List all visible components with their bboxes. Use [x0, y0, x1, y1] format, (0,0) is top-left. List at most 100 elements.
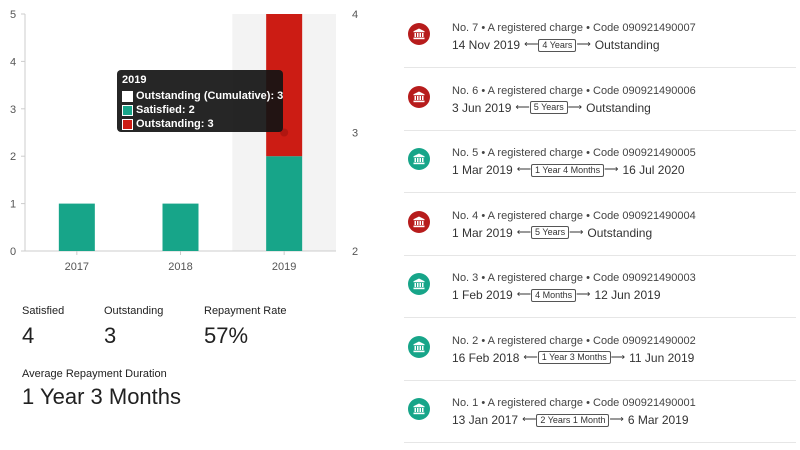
charge-title: No. 1 • A registered charge • Code 09092… [452, 397, 696, 409]
row-divider [404, 129, 796, 131]
bank-icon [408, 398, 430, 420]
charge-duration-badge: 2 Years 1 Month [536, 413, 610, 427]
arrow-left-icon: ⟵ [524, 39, 539, 50]
bank-icon [408, 273, 430, 295]
charge-duration-badge: 4 Years [538, 38, 577, 52]
bar-satisfied-2017 [58, 203, 95, 251]
y-right-tick-label: 2 [352, 246, 358, 258]
charge-start-date: 1 Feb 2019 [452, 288, 513, 302]
charge-dates: 3 Jun 2019 ⟵ 5 Years ⟶ Outstanding [452, 101, 651, 115]
stat-outstanding-label: Outstanding [104, 305, 164, 317]
charge-item[interactable]: No. 6 • A registered charge • Code 09092… [404, 69, 796, 131]
charge-item[interactable]: No. 2 • A registered charge • Code 09092… [404, 319, 796, 381]
charge-end: Outstanding [594, 38, 660, 52]
y-left-tick-label: 2 [10, 151, 16, 163]
charge-start-date: 1 Mar 2019 [452, 225, 513, 240]
arrow-right-icon: ⟶ [576, 39, 591, 50]
charge-item[interactable]: No. 7 • A registered charge • Code 09092… [404, 6, 796, 68]
charge-duration-badge: 1 Year 3 Months [537, 351, 611, 364]
chart-tooltip: 2019 Outstanding (Cumulative): 3 Satisfi… [117, 70, 283, 132]
charge-duration: ⟵ 1 Year 3 Months ⟶ [523, 351, 625, 364]
row-divider [404, 192, 796, 193]
charge-duration-badge: 5 Years [531, 226, 570, 239]
charge-dates: 13 Jan 2017 ⟵ 2 Years 1 Month ⟶ 6 Mar 2019 [452, 413, 689, 427]
y-left-tick-label: 1 [10, 199, 16, 211]
charge-start-date: 3 Jun 2019 [452, 100, 512, 115]
bank-icon [408, 210, 430, 233]
x-tick-label: 2019 [272, 261, 296, 273]
charge-title: No. 6 • A registered charge • Code 09092… [452, 84, 696, 97]
arrow-right-icon: ⟶ [576, 289, 591, 300]
tooltip-title: 2019 [122, 74, 147, 86]
stat-avg-label: Average Repayment Duration [22, 368, 167, 380]
tooltip-swatch-outstanding [122, 118, 133, 130]
tooltip-swatch-satisfied [122, 104, 133, 116]
charge-start-date: 16 Feb 2018 [452, 350, 520, 365]
bank-icon [408, 23, 430, 45]
charge-dates: 14 Nov 2019 ⟵ 4 Years ⟶ Outstanding [452, 38, 660, 52]
charge-duration-badge: 4 Months [531, 288, 577, 302]
stat-outstanding-value: 3 [104, 323, 117, 348]
tooltip-swatch-cumulative [122, 90, 133, 102]
stat-satisfied-label: Satisfied [22, 305, 65, 317]
bank-icon [408, 335, 430, 358]
tooltip-row-satisfied: Satisfied: 2 [122, 103, 278, 117]
arrow-right-icon: ⟶ [567, 101, 583, 113]
charge-end: 16 Jul 2020 [622, 163, 685, 177]
stat-rate-value: 57% [204, 323, 249, 348]
stat-rate-label: Repayment Rate [204, 305, 287, 317]
tooltip-row-outstanding: Outstanding: 3 [122, 117, 278, 131]
charge-end: 6 Mar 2019 [627, 413, 689, 427]
charge-dates: 1 Feb 2019 ⟵ 4 Months ⟶ 12 Jun 2019 [452, 288, 661, 302]
charge-item[interactable]: No. 3 • A registered charge • Code 09092… [404, 256, 796, 318]
charge-title: No. 3 • A registered charge • Code 09092… [452, 272, 696, 284]
x-tick-label: 2018 [168, 261, 192, 273]
bank-icon [408, 85, 430, 108]
charge-end: Outstanding [587, 225, 653, 240]
x-tick-label: 2017 [65, 261, 89, 273]
charge-item[interactable]: No. 5 • A registered charge • Code 09092… [404, 131, 796, 193]
charge-duration: ⟵ 1 Year 4 Months ⟶ [516, 163, 619, 177]
arrow-left-icon: ⟵ [516, 289, 532, 300]
arrow-left-icon: ⟵ [516, 164, 532, 175]
charge-duration: ⟵ 2 Years 1 Month ⟶ [522, 413, 624, 427]
arrow-right-icon: ⟶ [604, 164, 619, 175]
stat-satisfied-value: 4 [22, 323, 35, 348]
charge-end: 12 Jun 2019 [594, 288, 661, 302]
bar-satisfied-2019 [266, 156, 303, 251]
bank-icon [408, 148, 430, 170]
charge-title: No. 7 • A registered charge • Code 09092… [452, 22, 696, 34]
tooltip-label-outstanding: Outstanding: 3 [136, 118, 214, 130]
y-right-tick-label: 3 [352, 128, 358, 140]
y-left-tick-label: 5 [10, 9, 16, 21]
stat-avg-value: 1 Year 3 Months [22, 384, 182, 409]
charge-item[interactable]: No. 4 • A registered charge • Code 09092… [404, 194, 796, 256]
charge-title: No. 2 • A registered charge • Code 09092… [452, 334, 696, 347]
charge-dates: 1 Mar 2019 ⟵ 5 Years ⟶ Outstanding [452, 226, 652, 240]
row-divider [404, 67, 796, 68]
row-divider [404, 379, 796, 381]
charge-end: 11 Jun 2019 [629, 350, 695, 365]
arrow-left-icon: ⟵ [523, 351, 538, 363]
y-left-tick-label: 0 [10, 246, 16, 258]
row-divider [404, 254, 796, 256]
charge-start-date: 1 Mar 2019 [452, 163, 513, 177]
y-right-tick-label: 4 [352, 9, 358, 21]
charge-duration: ⟵ 4 Years ⟶ [524, 38, 591, 52]
bar-satisfied-2018 [162, 203, 199, 251]
charge-item[interactable]: No. 1 • A registered charge • Code 09092… [404, 381, 796, 443]
stat-repayment-rate: Repayment Rate 57% [204, 305, 287, 349]
tooltip-label-cumulative: Outstanding (Cumulative): 3 [136, 90, 284, 102]
charges-chart: 0 1 2 3 4 5 2 3 4 2017 2018 2019 [10, 9, 358, 273]
charge-duration-badge: 1 Year 4 Months [531, 163, 605, 177]
row-divider [404, 317, 796, 318]
row-divider [404, 442, 796, 443]
charge-dates: 16 Feb 2018 ⟵ 1 Year 3 Months ⟶ 11 Jun 2019 [452, 351, 694, 365]
arrow-right-icon: ⟶ [610, 351, 626, 363]
tooltip-label-satisfied: Satisfied: 2 [136, 104, 195, 116]
charge-title: No. 5 • A registered charge • Code 09092… [452, 147, 696, 159]
arrow-right-icon: ⟶ [609, 414, 624, 425]
charge-start-date: 13 Jan 2017 [452, 413, 519, 427]
arrow-left-icon: ⟵ [516, 226, 532, 238]
tooltip-row-cumulative: Outstanding (Cumulative): 3 [122, 89, 283, 103]
